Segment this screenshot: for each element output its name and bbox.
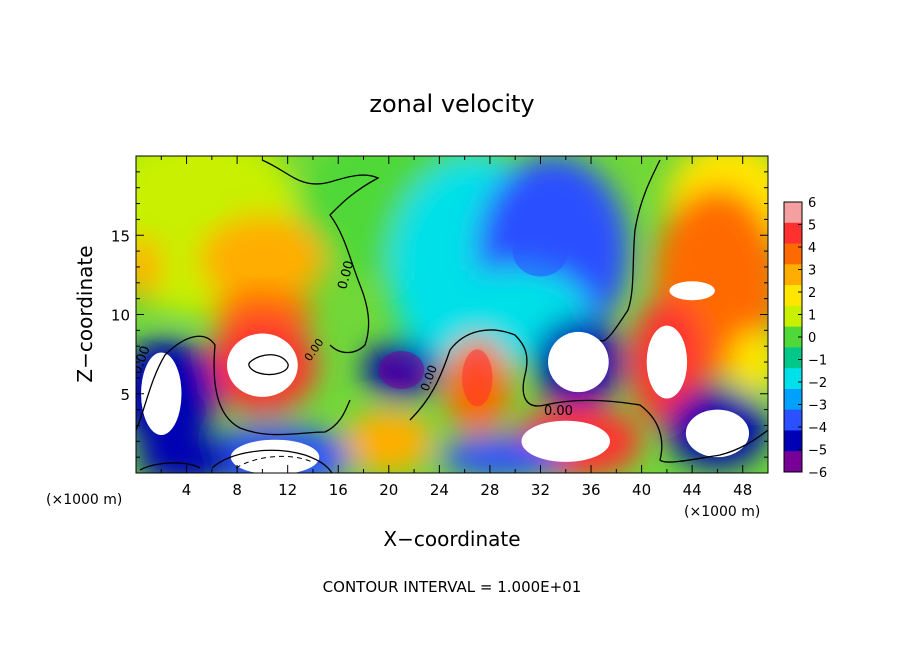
colorbar-swatch: [784, 326, 802, 348]
x-tick-label: 44: [683, 481, 702, 499]
field-region: [344, 409, 434, 473]
colorbar-tick-label: 5: [808, 219, 816, 234]
contour-line: [235, 455, 313, 469]
field-core: [685, 409, 750, 458]
field-core: [224, 240, 301, 279]
plot-area: 0.00 0.00 0.00 0.00 0.00: [136, 156, 768, 473]
x-tick-label: 4: [182, 481, 192, 499]
x-tick-label: 28: [480, 481, 499, 499]
y-tick-label: 5: [120, 386, 130, 404]
colorbar-tick-label: −2: [808, 376, 827, 391]
field-core: [669, 281, 715, 301]
field-region: [136, 235, 162, 299]
contour-line: [248, 354, 289, 376]
colorbar-swatch: [784, 222, 802, 245]
colorbar-swatch: [784, 285, 802, 307]
colorbar-tick-label: 0: [808, 331, 816, 346]
contour-label: 0.00: [544, 404, 573, 419]
x-unit-label-right: (×1000 m): [684, 504, 760, 520]
colorbar-tick-label: −3: [808, 399, 827, 414]
colorbar-swatch: [784, 305, 802, 328]
colorbar-tick-label: −1: [808, 354, 827, 369]
colorbar-tick-label: −6: [808, 466, 827, 481]
field-cores: [136, 179, 750, 473]
y-axis-label: Z−coordinate: [73, 245, 97, 382]
colorbar: 6 5 4 3 2 1 0 −1 −2 −3 −4 −5 −6: [783, 196, 827, 481]
field-region: [730, 330, 768, 394]
colorbar-swatch: [784, 451, 802, 473]
colorbar-tick-label: 4: [808, 241, 816, 256]
colorbar-swatch: [784, 264, 802, 286]
x-tick-label: 8: [232, 481, 242, 499]
field-core: [462, 349, 493, 407]
field-core: [548, 331, 609, 393]
colorbar-swatch: [784, 409, 802, 431]
colorbar-tick-label: 3: [808, 264, 816, 279]
colorbar-tick-label: 6: [808, 196, 816, 211]
colorbar-swatch: [784, 388, 802, 411]
field-region: [136, 436, 238, 473]
colorbar-swatch: [784, 430, 802, 452]
colorbar-swatch: [784, 347, 802, 369]
x-tick-label: 48: [733, 481, 752, 499]
x-unit-label-left: (×1000 m): [46, 492, 122, 508]
contour-line: [261, 159, 380, 354]
colorbar-tick-label: 2: [808, 286, 816, 301]
x-tick-label: 16: [329, 481, 348, 499]
contour-interval-note: CONTOUR INTERVAL = 1.000E+01: [323, 578, 582, 596]
chart-title: zonal velocity: [369, 90, 534, 118]
x-tick-label: 32: [531, 481, 550, 499]
field-core: [378, 350, 425, 389]
x-tick-label: 36: [581, 481, 600, 499]
heatmap-field: [136, 156, 768, 473]
colorbar-tick-label: 1: [808, 309, 816, 324]
y-tick-label: 10: [111, 307, 130, 325]
y-axis: 5 10 15: [111, 171, 768, 458]
colorbar-tick-label: −4: [808, 421, 827, 436]
contour-line: [211, 449, 333, 473]
contour-line: [139, 462, 201, 471]
field-core: [521, 420, 610, 462]
x-tick-label: 40: [632, 481, 651, 499]
contour-label: 0.00: [335, 259, 357, 291]
y-tick-label: 15: [111, 227, 130, 245]
x-axis: 4 8 12 16 20 24 28 32 36 40 44 48: [160, 156, 752, 499]
field-core: [227, 333, 298, 397]
colorbar-swatch: [784, 202, 802, 224]
field-core: [230, 439, 320, 473]
contour-line: [599, 159, 661, 342]
colorbar-tick-label: −5: [808, 444, 827, 459]
x-tick-label: 12: [278, 481, 297, 499]
field-core: [512, 225, 569, 277]
zero-contours: [136, 159, 768, 473]
x-tick-label: 24: [430, 481, 449, 499]
field-core: [136, 179, 225, 228]
field-core: [141, 352, 182, 435]
x-tick-label: 20: [379, 481, 398, 499]
contour-line: [136, 335, 351, 436]
x-axis-label: X−coordinate: [383, 527, 520, 551]
contour-line: [409, 329, 768, 463]
colorbar-swatch: [784, 368, 802, 390]
field-core: [646, 325, 688, 399]
colorbar-swatch: [784, 243, 802, 265]
